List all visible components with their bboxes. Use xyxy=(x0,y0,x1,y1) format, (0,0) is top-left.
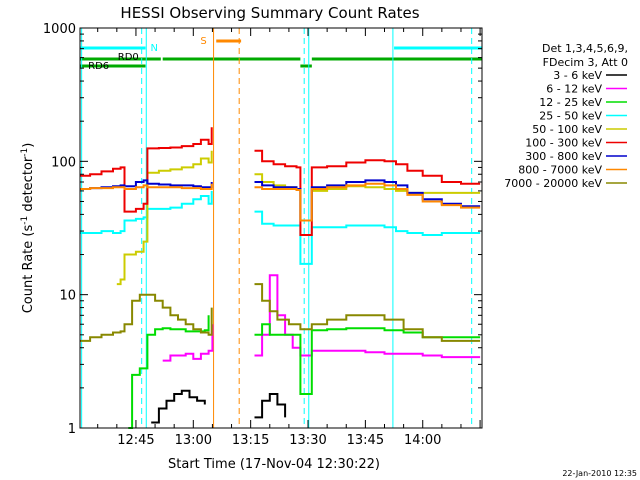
series-line xyxy=(128,315,481,429)
series-line xyxy=(80,182,481,222)
legend-label: 50 - 100 keV xyxy=(532,123,602,136)
y-tick-label: 1000 xyxy=(43,22,76,37)
legend-label: 3 - 6 keV xyxy=(553,69,602,82)
flag-rd6-label: RD6 xyxy=(88,61,109,72)
legend: Det 1,3,4,5,6,9,FDecim 3, Att 03 - 6 keV… xyxy=(504,42,628,190)
legend-label: 300 - 800 keV xyxy=(525,150,602,163)
generation-timestamp: 22-Jan-2010 12:35 xyxy=(562,469,637,478)
flag-s-label: S xyxy=(200,36,206,47)
y-tick-label: 1 xyxy=(68,422,76,437)
x-tick-label: 13:45 xyxy=(347,433,384,448)
series-line xyxy=(151,389,287,424)
axes-layer: 1 10 100 1000 12:45 13:00 13:15 13:30 13:45 14:00 xyxy=(43,22,482,448)
legend-label: 12 - 25 keV xyxy=(539,96,602,109)
x-tick-label: 13:15 xyxy=(232,433,269,448)
legend-label: 25 - 50 keV xyxy=(539,110,602,123)
legend-header: FDecim 3, Att 0 xyxy=(543,56,628,69)
series-line xyxy=(80,283,481,342)
y-tick-label: 100 xyxy=(51,155,76,170)
flag-n-label: N xyxy=(150,43,157,54)
flag-rd0-label: RD0 xyxy=(118,52,139,63)
x-tick-label: 12:45 xyxy=(117,433,154,448)
legend-label: 6 - 12 keV xyxy=(546,83,602,96)
x-tick-label: 13:30 xyxy=(289,433,326,448)
legend-label: 7000 - 20000 keV xyxy=(504,177,602,190)
legend-header: Det 1,3,4,5,6,9, xyxy=(542,42,628,55)
y-axis-label: Count Rate (s-1 detector-1) xyxy=(20,143,36,314)
flags-layer: N S RD0 RD6 xyxy=(80,36,482,72)
x-axis-label: Start Time (17-Nov-04 12:30:22) xyxy=(168,457,380,472)
plot-frame xyxy=(79,27,483,429)
y-tick-label: 10 xyxy=(59,289,76,304)
legend-label: 800 - 7000 keV xyxy=(518,164,602,177)
legend-label: 100 - 300 keV xyxy=(525,137,602,150)
chart-title: HESSI Observing Summary Count Rates xyxy=(120,4,419,22)
series-line xyxy=(80,127,481,236)
series-layer xyxy=(80,127,481,429)
x-tick-label: 13:00 xyxy=(175,433,212,448)
x-tick-label: 14:00 xyxy=(404,433,441,448)
vlines-layer xyxy=(81,28,473,428)
